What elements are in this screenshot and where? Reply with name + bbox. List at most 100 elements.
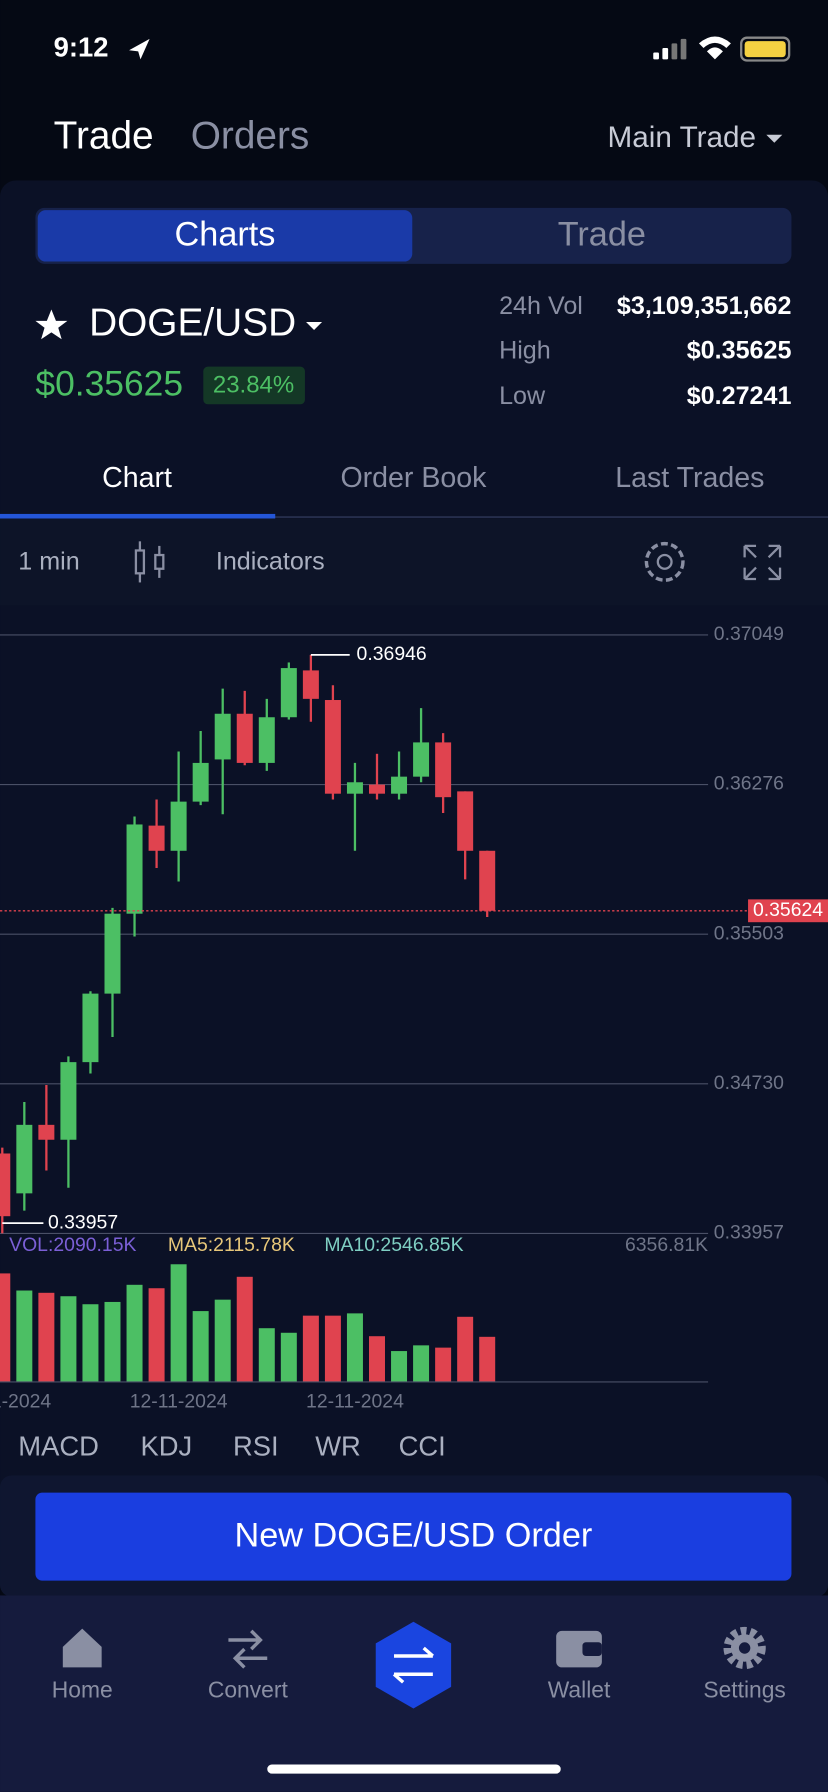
candle-body [192,762,209,802]
indicators-button[interactable]: Indicators [216,548,325,576]
header-tab[interactable]: Orders [191,114,310,157]
volume-bar [413,1345,430,1382]
high-label: 0.36946 [357,643,427,665]
volume-bar [435,1347,452,1382]
y-tick-label: 0.37049 [714,623,784,645]
volume-bar [0,1273,11,1382]
y-tick-label: 0.35503 [714,922,784,944]
volume-bar [302,1315,319,1382]
volume-legend: VOL:2090.15K [9,1234,136,1256]
candle-body [16,1124,33,1194]
wallet-icon[interactable] [556,1630,602,1668]
stat-value: $3,109,351,662 [617,292,792,320]
volume-bar [479,1336,496,1382]
candlestick-chart: 0.37049 0.36276 0.35503 0.34730 0.33957 0.369… [0,623,828,1413]
stat-label: Low [499,382,546,410]
nav-label[interactable]: Home [52,1676,113,1702]
indicator-tab[interactable]: KDJ [140,1430,192,1461]
settings-icon[interactable] [644,541,685,582]
tab-underline [0,513,276,519]
volume-bar [457,1316,474,1382]
candle-body [346,782,363,794]
favorite-star[interactable] [35,309,68,340]
volume-bar [104,1301,121,1382]
toggle-active [37,210,413,262]
expand-icon[interactable] [743,544,782,581]
nav-label[interactable]: Convert [208,1676,289,1702]
caret [306,322,323,331]
x-tick-label: 12-11-2024 [306,1391,404,1413]
toggle-option[interactable]: Trade [558,215,646,253]
chart-tab[interactable]: Last Trades [615,462,764,494]
y-tick-label: 0.34730 [714,1072,784,1094]
volume-bar [258,1328,275,1382]
candle-body [258,717,275,763]
candle-body [302,670,319,699]
indicator-tab[interactable]: RSI [233,1430,279,1461]
volume-bar [60,1296,77,1382]
volume-bar [82,1304,99,1382]
volume-bar [148,1288,165,1382]
home-icon[interactable] [62,1628,102,1668]
volume-bar [346,1313,363,1382]
candle-body [413,742,430,777]
y-tick-label: 0.36276 [714,773,784,795]
candle-body [126,824,143,914]
indicator-tab[interactable]: MACD [18,1430,99,1461]
volume-bar [38,1292,55,1382]
settings-nav-icon[interactable] [723,1626,766,1670]
candle-body [369,784,385,794]
order-button-label[interactable]: New DOGE/USD Order [235,1516,593,1554]
volume-bar [214,1299,231,1382]
toolbar [0,518,828,606]
candle-type-icon[interactable] [134,541,165,583]
candle-body [148,825,165,851]
stat-value: $0.35625 [687,336,792,364]
main-trade-menu[interactable]: Main Trade [608,121,757,154]
volume-bar [192,1311,209,1382]
candle-body [60,1062,77,1140]
home-indicator [267,1764,561,1774]
change-badge [203,366,305,405]
indicator-tab[interactable]: CCI [399,1430,446,1461]
x-tick-label: 12-11-2024 [0,1391,51,1413]
location-icon [129,38,150,60]
trade-button[interactable] [375,1621,452,1709]
candle-body [214,713,231,760]
candle-body [391,776,408,794]
battery-level [744,41,786,58]
trade-icon [392,1646,434,1684]
indicator-tab[interactable]: WR [315,1430,361,1461]
candle-body [104,913,121,994]
volume-legend: MA5:2115.78K [168,1234,295,1256]
last-price-box [748,899,828,923]
volume-bar [324,1315,341,1382]
last-price-label: 0.35624 [753,899,823,921]
nav-label[interactable]: Wallet [548,1676,611,1702]
nav-label[interactable]: Settings [703,1676,786,1702]
volume-bar [391,1351,408,1382]
volume-tick-label: 6356.81K [625,1234,708,1256]
order-button[interactable] [35,1492,792,1581]
volume-legend: MA10:2546.85K [324,1234,463,1256]
convert-icon[interactable] [228,1629,268,1669]
candle-body [457,791,474,851]
toggle-option[interactable]: Charts [175,215,276,253]
volume-bar [126,1284,143,1382]
stat-label: 24h Vol [499,292,583,320]
stat-value: $0.27241 [687,382,792,410]
last-price: $0.35625 [35,363,183,403]
chart-tab[interactable]: Order Book [340,462,487,494]
x-tick-label: 12-11-2024 [130,1391,228,1413]
chart-tab[interactable]: Chart [102,462,172,494]
interval[interactable]: 1 min [18,548,79,576]
divider [0,516,828,518]
battery-icon [740,36,791,62]
pair-name[interactable]: DOGE/USD [89,302,296,345]
candle-body [479,850,496,911]
candle-body [82,993,99,1063]
header-tab[interactable]: Trade [54,114,154,157]
y-tick-label: 0.33957 [714,1222,784,1244]
